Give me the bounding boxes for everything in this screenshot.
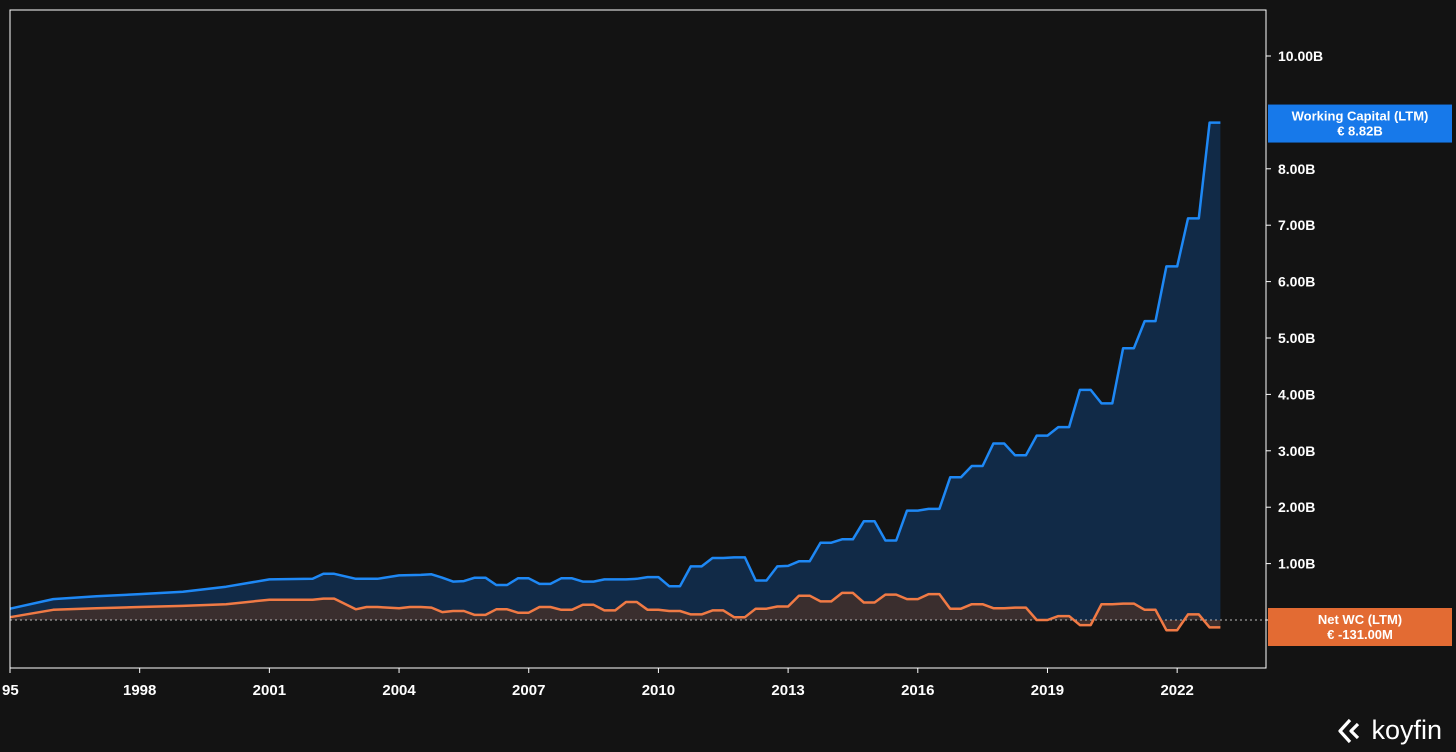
x-tick-label: 95	[2, 682, 19, 699]
working-capital-area	[10, 122, 1221, 620]
y-tick-label: 7.00B	[1278, 217, 1315, 233]
y-tick-label: 3.00B	[1278, 443, 1315, 459]
y-tick-label: 1.00B	[1278, 556, 1315, 572]
series-lines	[9, 121, 1221, 632]
working-capital-line	[9, 121, 1221, 610]
x-tick-label: 2016	[901, 682, 934, 699]
koyfin-logo: koyfin	[1337, 715, 1442, 746]
x-axis: 95 1998 2001 2004 2007 2010 2013 2016 2019 2022	[2, 668, 1194, 699]
x-tick-label: 2004	[382, 682, 416, 699]
x-tick-label: 2007	[512, 682, 545, 699]
net-wc-tag-value: € -131.00M	[1327, 627, 1393, 642]
series-value-tags: Working Capital (LTM)€ 8.82B Net WC (LTM)…	[1268, 104, 1452, 646]
plot-frame	[9, 9, 1267, 669]
y-tick-label: 2.00B	[1278, 499, 1315, 515]
x-tick-label: 2019	[1031, 682, 1064, 699]
x-tick-label: 2001	[253, 682, 286, 699]
x-tick-label: 2022	[1160, 682, 1193, 699]
y-tick-label: 6.00B	[1278, 274, 1315, 290]
koyfin-logo-text: koyfin	[1371, 715, 1442, 745]
y-tick-label: 5.00B	[1278, 330, 1315, 346]
net-wc-tag	[1268, 608, 1452, 646]
x-tick-label: 2013	[771, 682, 804, 699]
working-capital-tag-value: € 8.82B	[1337, 124, 1383, 139]
x-tick-label: 1998	[123, 682, 156, 699]
y-tick-label: 4.00B	[1278, 386, 1315, 402]
x-tick-label: 2010	[642, 682, 675, 699]
working-capital-tag-name: Working Capital (LTM)	[1292, 109, 1429, 124]
net-wc-line	[9, 591, 1221, 632]
working-capital-tag	[1268, 104, 1452, 143]
y-tick-label: 10.00B	[1278, 48, 1323, 64]
koyfin-logo-icon	[1338, 718, 1360, 743]
net-wc-tag-name: Net WC (LTM)	[1318, 612, 1402, 627]
y-tick-label: 8.00B	[1278, 161, 1315, 177]
